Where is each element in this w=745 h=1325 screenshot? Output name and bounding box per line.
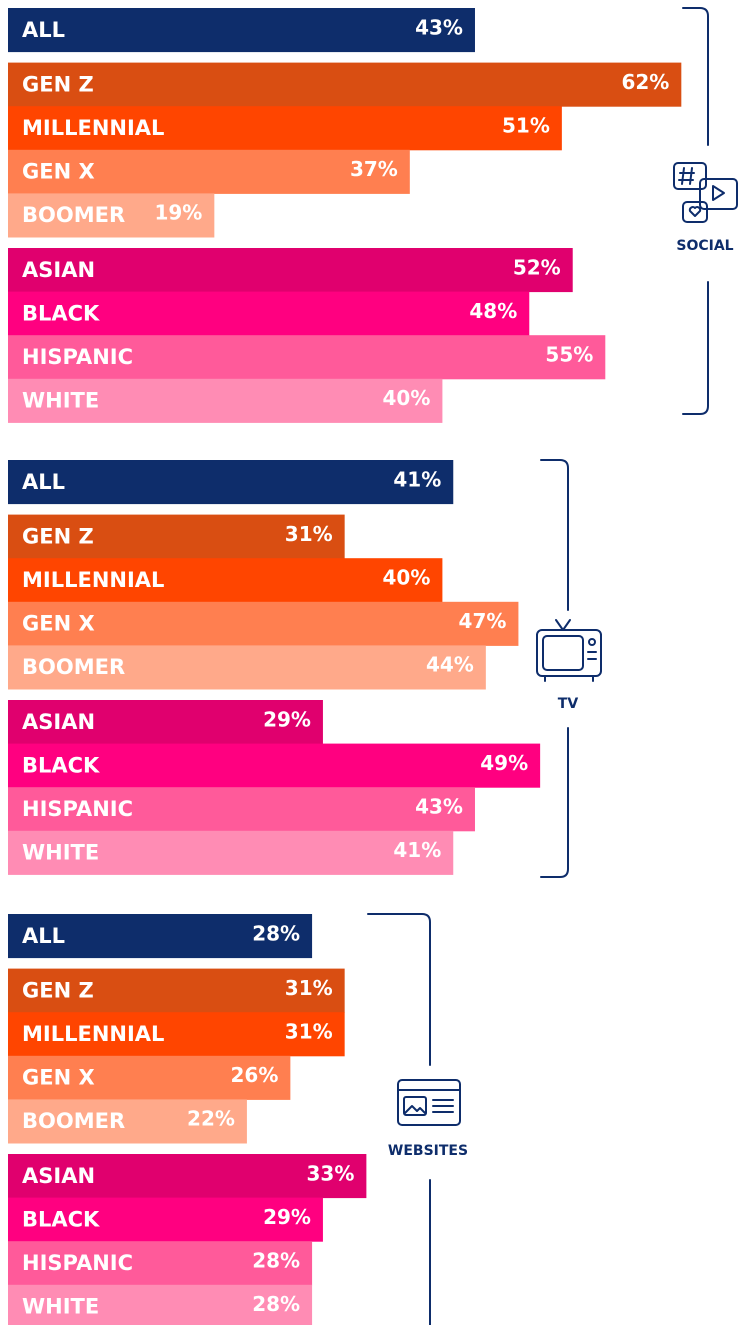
value-label: 55% bbox=[545, 343, 593, 367]
bar bbox=[8, 106, 562, 151]
value-label: 43% bbox=[415, 795, 463, 819]
bar bbox=[8, 700, 323, 745]
category-label: HISPANIC bbox=[22, 345, 133, 369]
value-label: 48% bbox=[469, 299, 517, 323]
value-label: 31% bbox=[285, 1020, 333, 1044]
group-label: WEBSITES bbox=[388, 1143, 468, 1159]
category-label: MILLENNIAL bbox=[22, 1022, 164, 1046]
category-label: ASIAN bbox=[22, 258, 95, 282]
bar bbox=[8, 968, 345, 1013]
category-label: GEN Z bbox=[22, 524, 94, 548]
value-label: 26% bbox=[230, 1063, 278, 1087]
group-label: SOCIAL bbox=[676, 238, 733, 254]
category-label: ALL bbox=[22, 470, 65, 494]
bar bbox=[8, 1055, 291, 1100]
category-label: GEN Z bbox=[22, 978, 94, 1002]
bracket bbox=[682, 7, 709, 415]
bar bbox=[8, 645, 486, 690]
tv-icon bbox=[536, 619, 602, 682]
value-label: 43% bbox=[415, 15, 463, 39]
bar bbox=[8, 514, 345, 559]
category-label: GEN X bbox=[22, 1066, 95, 1090]
category-label: BOOMER bbox=[22, 655, 125, 679]
bar bbox=[8, 62, 682, 107]
category-label: BLACK bbox=[22, 753, 100, 777]
bar bbox=[8, 291, 530, 336]
bar bbox=[8, 248, 573, 293]
bar bbox=[8, 601, 519, 646]
bar bbox=[8, 8, 475, 53]
bar bbox=[8, 558, 443, 603]
category-label: ALL bbox=[22, 18, 65, 42]
category-label: GEN Z bbox=[22, 72, 94, 96]
bar bbox=[8, 1154, 367, 1199]
bracket bbox=[540, 459, 569, 878]
category-label: BLACK bbox=[22, 301, 100, 325]
value-label: 40% bbox=[383, 386, 431, 410]
category-label: ASIAN bbox=[22, 710, 95, 734]
value-label: 52% bbox=[513, 255, 561, 279]
category-label: WHITE bbox=[22, 1295, 99, 1319]
value-label: 31% bbox=[285, 522, 333, 546]
bar bbox=[8, 830, 454, 875]
value-label: 41% bbox=[393, 838, 441, 862]
value-label: 28% bbox=[252, 921, 300, 945]
value-label: 29% bbox=[263, 1205, 311, 1229]
bar bbox=[8, 914, 313, 959]
bracket bbox=[367, 913, 431, 1325]
value-label: 51% bbox=[502, 114, 550, 138]
social-icon bbox=[673, 162, 738, 223]
value-label: 41% bbox=[393, 467, 441, 491]
value-label: 28% bbox=[252, 1249, 300, 1273]
bar bbox=[8, 335, 606, 380]
bar bbox=[8, 1284, 313, 1325]
bar bbox=[8, 149, 410, 194]
category-label: BLACK bbox=[22, 1207, 100, 1231]
value-label: 22% bbox=[187, 1107, 235, 1131]
value-label: 44% bbox=[426, 653, 474, 677]
bar bbox=[8, 1241, 313, 1286]
category-label: GEN X bbox=[22, 612, 95, 636]
value-label: 37% bbox=[350, 157, 398, 181]
category-label: MILLENNIAL bbox=[22, 116, 164, 140]
value-label: 33% bbox=[307, 1161, 355, 1185]
category-label: WHITE bbox=[22, 389, 99, 413]
category-label: ASIAN bbox=[22, 1164, 95, 1188]
category-label: GEN X bbox=[22, 160, 95, 184]
category-label: BOOMER bbox=[22, 1109, 125, 1133]
value-label: 19% bbox=[154, 201, 202, 225]
group-label: TV bbox=[558, 696, 579, 712]
bar bbox=[8, 378, 443, 423]
value-label: 49% bbox=[480, 751, 528, 775]
category-label: ALL bbox=[22, 924, 65, 948]
bar bbox=[8, 1012, 345, 1057]
category-label: MILLENNIAL bbox=[22, 568, 164, 592]
category-label: HISPANIC bbox=[22, 797, 133, 821]
bar bbox=[8, 787, 475, 832]
website-icon bbox=[397, 1079, 461, 1126]
category-label: WHITE bbox=[22, 841, 99, 865]
category-label: HISPANIC bbox=[22, 1251, 133, 1275]
value-label: 40% bbox=[383, 566, 431, 590]
value-label: 29% bbox=[263, 707, 311, 731]
value-label: 62% bbox=[621, 70, 669, 94]
bar bbox=[8, 743, 541, 788]
bar bbox=[8, 460, 454, 505]
value-label: 31% bbox=[285, 976, 333, 1000]
bar bbox=[8, 193, 215, 238]
bar bbox=[8, 1099, 247, 1144]
value-label: 47% bbox=[459, 609, 507, 633]
bar bbox=[8, 1197, 323, 1242]
category-label: BOOMER bbox=[22, 203, 125, 227]
value-label: 28% bbox=[252, 1292, 300, 1316]
